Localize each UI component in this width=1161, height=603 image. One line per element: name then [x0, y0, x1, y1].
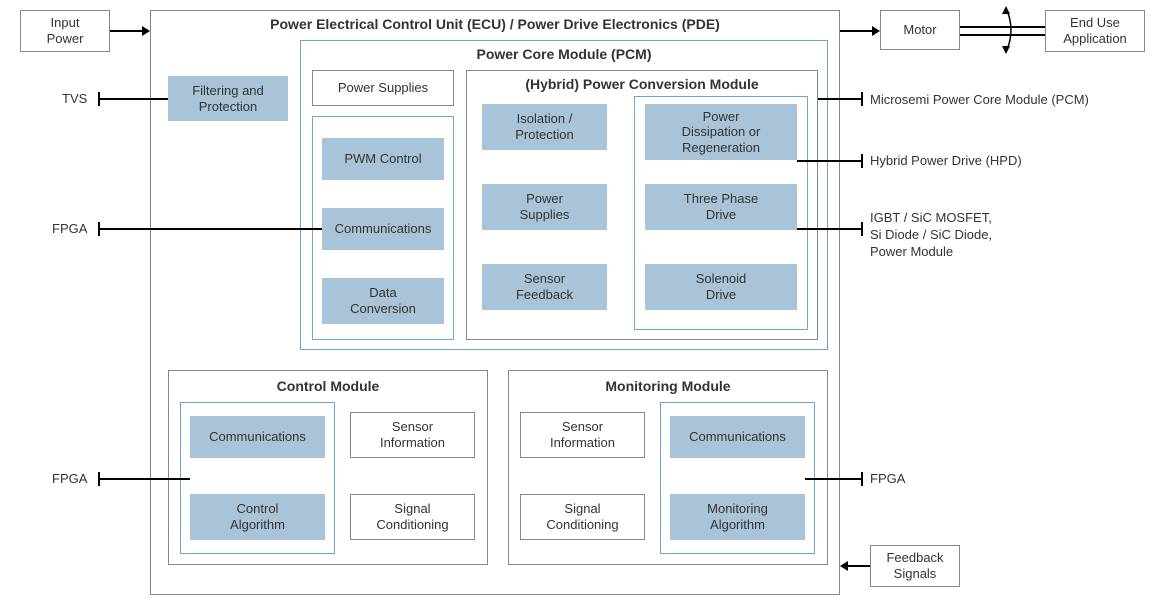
line-tvs — [98, 98, 168, 100]
control-signal-cond-box: SignalConditioning — [350, 494, 475, 540]
tick-fpga3 — [861, 472, 863, 486]
filtering-label: Filtering andProtection — [192, 83, 264, 114]
fpga2-label: FPGA — [52, 471, 87, 486]
control-comms-label: Communications — [209, 429, 306, 445]
hpd-side-label: Hybrid Power Drive (HPD) — [870, 153, 1022, 168]
end-use-label: End UseApplication — [1063, 15, 1127, 46]
hpcm-title: (Hybrid) Power Conversion Module — [466, 76, 818, 92]
motor-box: Motor — [880, 10, 960, 50]
end-use-box: End UseApplication — [1045, 10, 1145, 52]
control-alg-box: ControlAlgorithm — [190, 494, 325, 540]
tick-fpga2 — [98, 472, 100, 486]
fpga1-label: FPGA — [52, 221, 87, 236]
pcm-power-supplies-box: Power Supplies — [312, 70, 454, 106]
pcm-power-supplies-label: Power Supplies — [338, 80, 428, 96]
input-power-label: InputPower — [47, 15, 84, 46]
solenoid-label: SolenoidDrive — [696, 271, 747, 302]
monitoring-module-title: Monitoring Module — [508, 378, 828, 394]
mon-signal-cond-label: SignalConditioning — [546, 501, 618, 532]
control-sensor-info-label: SensorInformation — [380, 419, 445, 450]
tick-pcm-side — [861, 92, 863, 106]
pcm-comms-box: Communications — [322, 208, 444, 250]
arrow-feedback — [848, 565, 870, 567]
tick-igbt-side — [861, 222, 863, 236]
line-hpd-side — [797, 160, 862, 162]
control-alg-label: ControlAlgorithm — [230, 501, 285, 532]
fpga3-label: FPGA — [870, 471, 905, 486]
mon-alg-box: MonitoringAlgorithm — [670, 494, 805, 540]
sensor-feedback-label: SensorFeedback — [516, 271, 573, 302]
line-pcm-side — [818, 98, 862, 100]
three-phase-label: Three PhaseDrive — [684, 191, 758, 222]
control-sensor-info-box: SensorInformation — [350, 412, 475, 458]
control-module-title: Control Module — [168, 378, 488, 394]
ecu-pde-title: Power Electrical Control Unit (ECU) / Po… — [150, 16, 840, 32]
mon-comms-label: Communications — [689, 429, 786, 445]
motor-curve-icon — [992, 4, 1020, 56]
arrow-input-ecu — [110, 30, 142, 32]
pcm-side-label: Microsemi Power Core Module (PCM) — [870, 92, 1089, 107]
solenoid-box: SolenoidDrive — [645, 264, 797, 310]
hpcm-power-supplies-box: PowerSupplies — [482, 184, 607, 230]
isolation-box: Isolation /Protection — [482, 104, 607, 150]
data-conv-label: DataConversion — [350, 285, 416, 316]
arrow-ecu-motor — [840, 30, 872, 32]
igbt-side-label: IGBT / SiC MOSFET,Si Diode / SiC Diode,P… — [870, 210, 992, 261]
mon-comms-box: Communications — [670, 416, 805, 458]
data-conv-box: DataConversion — [322, 278, 444, 324]
pcm-comms-label: Communications — [335, 221, 432, 237]
line-fpga2 — [98, 478, 190, 480]
mon-signal-cond-box: SignalConditioning — [520, 494, 645, 540]
sensor-feedback-box: SensorFeedback — [482, 264, 607, 310]
mon-alg-label: MonitoringAlgorithm — [707, 501, 768, 532]
dissipation-label: PowerDissipation orRegeneration — [682, 109, 761, 156]
line-fpga1 — [98, 228, 322, 230]
tick-fpga1 — [98, 222, 100, 236]
isolation-label: Isolation /Protection — [515, 111, 574, 142]
control-comms-box: Communications — [190, 416, 325, 458]
feedback-signals-box: FeedbackSignals — [870, 545, 960, 587]
filtering-box: Filtering andProtection — [168, 76, 288, 121]
input-power-box: InputPower — [20, 10, 110, 52]
line-igbt-side — [797, 228, 862, 230]
three-phase-box: Three PhaseDrive — [645, 184, 797, 230]
pcm-title: Power Core Module (PCM) — [300, 46, 828, 62]
motor-label: Motor — [903, 22, 936, 38]
tick-tvs — [98, 92, 100, 106]
pwm-control-box: PWM Control — [322, 138, 444, 180]
hpcm-power-supplies-label: PowerSupplies — [520, 191, 570, 222]
tvs-label: TVS — [62, 91, 87, 106]
line-fpga3 — [805, 478, 862, 480]
mon-sensor-info-box: SensorInformation — [520, 412, 645, 458]
tick-hpd-side — [861, 154, 863, 168]
pwm-control-label: PWM Control — [344, 151, 421, 167]
dissipation-box: PowerDissipation orRegeneration — [645, 104, 797, 160]
feedback-signals-label: FeedbackSignals — [886, 550, 943, 581]
control-signal-cond-label: SignalConditioning — [376, 501, 448, 532]
mon-sensor-info-label: SensorInformation — [550, 419, 615, 450]
